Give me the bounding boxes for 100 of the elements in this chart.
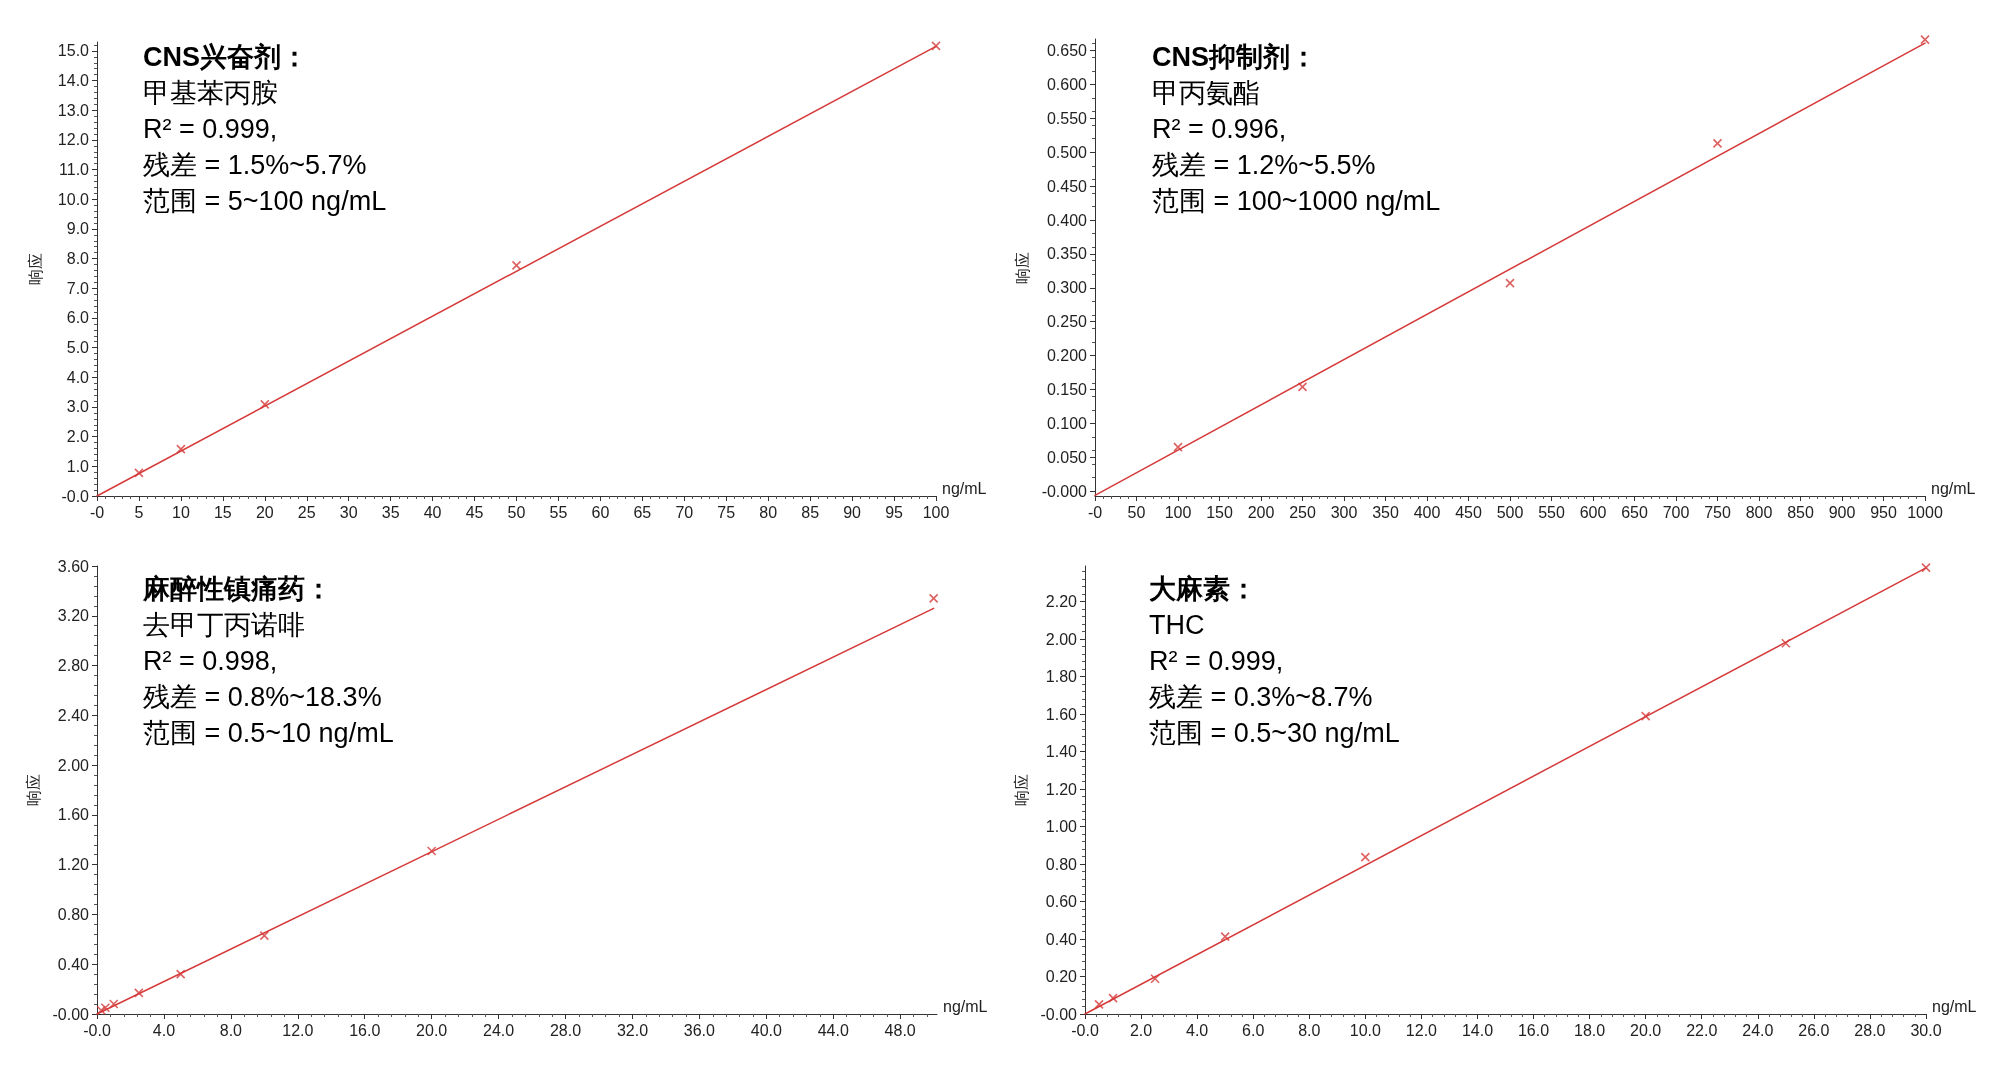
x-tick-label: 950 [1870, 503, 1897, 521]
x-tick-label: 20.0 [416, 1021, 448, 1039]
point [260, 399, 270, 410]
point [928, 593, 939, 604]
x-tick-label: -0 [1087, 503, 1103, 521]
x-tick-label: 20 [255, 503, 274, 521]
y-tick-label: 12.0 [57, 131, 90, 149]
y-tick-label: 7.0 [66, 279, 90, 297]
annotation: 范围 = 0.5~10 ng/mL [143, 717, 394, 748]
x-tick-label: 14.0 [1461, 1021, 1494, 1039]
y-axis-title: 响应 [1014, 251, 1032, 284]
x-tick-label: 650 [1621, 503, 1648, 521]
x-tick-label: 80 [759, 503, 778, 521]
point [1781, 638, 1791, 649]
y-tick-label: 11.0 [59, 161, 90, 179]
annotation: 范围 = 5~100 ng/mL [143, 185, 387, 216]
x-tick-label: 4.0 [152, 1021, 176, 1039]
point [96, 1005, 106, 1016]
x-tick-label: 550 [1538, 503, 1565, 521]
y-tick-label: -0.0 [61, 487, 90, 505]
x-tick-label: 350 [1372, 503, 1399, 521]
x-tick-label: 90 [843, 503, 862, 521]
x-tick-label: 70 [675, 503, 694, 521]
y-tick-label: 14.0 [57, 72, 90, 90]
y-tick-label: -0.000 [1041, 482, 1088, 500]
point [1360, 852, 1371, 862]
x-axis-title: ng/mL [942, 479, 987, 497]
x-tick-label: 200 [1247, 503, 1275, 521]
y-tick-label: 8.0 [66, 250, 90, 268]
x-tick-label: 26.0 [1798, 1021, 1830, 1039]
x-tick-label: 18.0 [1574, 1021, 1606, 1039]
x-tick-label: 12.0 [282, 1021, 314, 1039]
y-tick-label: 3.20 [57, 607, 90, 625]
y-tick-label: 0.350 [1046, 245, 1088, 263]
text: THC [1149, 609, 1205, 640]
y-tick-label: 0.200 [1046, 347, 1088, 365]
x-tick-label: 16.0 [1517, 1021, 1550, 1039]
x-tick-label: 35 [381, 503, 400, 521]
y-tick-label: 1.60 [1045, 705, 1078, 723]
x-axis-title: ng/mL [943, 997, 988, 1015]
x-tick-label: 100 [1164, 503, 1192, 521]
y-tick-label: -0.00 [1040, 1005, 1078, 1023]
x-tick-label: 44.0 [817, 1021, 849, 1039]
y-tick-label: 0.100 [1046, 414, 1088, 432]
chart-title: CNS兴奋剂： [143, 41, 309, 72]
text: 去甲丁丙诺啡 [143, 609, 305, 640]
y-tick-label: 0.60 [1045, 893, 1078, 911]
y-tick-label: 1.20 [1045, 780, 1078, 798]
y-tick-label: 0.40 [57, 955, 90, 973]
x-tick-label: 85 [801, 503, 820, 521]
x-tick-label: 45 [465, 503, 484, 521]
point [134, 988, 144, 998]
y-tick-label: 2.00 [1045, 630, 1078, 648]
y-tick-label: 1.40 [1045, 743, 1078, 761]
y-axis-title: 响应 [1013, 774, 1031, 806]
x-tick-label: 2.0 [1129, 1021, 1153, 1039]
x-tick-label: 30 [339, 503, 358, 521]
y-tick-label: 2.0 [66, 428, 90, 446]
y-tick-label: 2.00 [57, 756, 90, 774]
y-tick-label: 0.250 [1046, 313, 1088, 331]
x-tick-label: 22.0 [1686, 1021, 1718, 1039]
x-tick-label: 40 [423, 503, 442, 521]
x-tick-label: 8.0 [1298, 1021, 1321, 1039]
point [1712, 138, 1723, 149]
annotation: R² = 0.998, [143, 645, 278, 676]
x-tick-label: 900 [1828, 503, 1856, 521]
x-tick-label: 30.0 [1910, 1021, 1942, 1039]
x-tick-label: 250 [1289, 503, 1316, 521]
point [1220, 931, 1230, 942]
y-tick-label: 0.80 [57, 905, 90, 923]
x-tick-label: 48.0 [884, 1021, 916, 1039]
point [1173, 442, 1183, 452]
y-tick-label: 2.40 [57, 706, 90, 724]
point [1640, 711, 1651, 721]
y-tick-label: 1.00 [1045, 818, 1078, 836]
y-tick-label: 1.20 [57, 856, 90, 874]
annotation: 范围 = 0.5~30 ng/mL [1149, 717, 1400, 748]
text: 甲丙氨酯 [1152, 77, 1260, 108]
y-tick-label: 2.20 [1045, 593, 1078, 611]
point [1297, 382, 1308, 392]
y-tick-label: 15.0 [57, 42, 90, 60]
x-tick-label: 50 [507, 503, 526, 521]
x-tick-label: 450 [1455, 503, 1482, 521]
x-tick-label: 500 [1496, 503, 1524, 521]
point [134, 468, 144, 478]
x-tick-label: 15 [213, 503, 232, 521]
y-tick-label: 0.150 [1046, 381, 1088, 399]
x-tick-label: 300 [1330, 503, 1358, 521]
point [1150, 973, 1160, 984]
x-tick-label: 28.0 [549, 1021, 582, 1039]
y-tick-label: 0.300 [1046, 279, 1088, 297]
y-tick-label: 0.650 [1046, 42, 1088, 60]
y-tick-label: -0.00 [52, 1005, 90, 1023]
x-tick-label: 4.0 [1186, 1021, 1209, 1039]
point [259, 930, 270, 941]
x-axis-title: ng/mL [1932, 997, 1977, 1015]
chart-title: 麻醉性镇痛药： [142, 573, 332, 604]
x-tick-label: -0.0 [1071, 1021, 1099, 1039]
y-tick-label: 0.450 [1046, 177, 1088, 195]
x-tick-label: 1000 [1907, 503, 1943, 521]
